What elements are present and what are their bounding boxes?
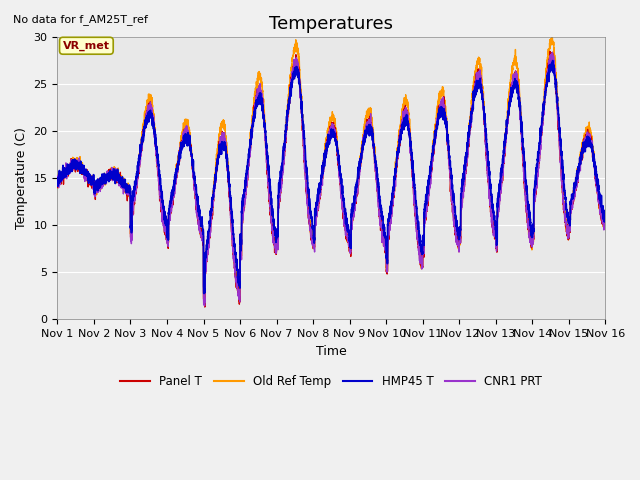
Text: VR_met: VR_met xyxy=(63,41,110,51)
Text: No data for f_AM25T_ref: No data for f_AM25T_ref xyxy=(13,14,148,25)
X-axis label: Time: Time xyxy=(316,345,347,358)
Title: Temperatures: Temperatures xyxy=(269,15,394,33)
Y-axis label: Temperature (C): Temperature (C) xyxy=(15,127,28,229)
Legend: Panel T, Old Ref Temp, HMP45 T, CNR1 PRT: Panel T, Old Ref Temp, HMP45 T, CNR1 PRT xyxy=(116,370,547,393)
